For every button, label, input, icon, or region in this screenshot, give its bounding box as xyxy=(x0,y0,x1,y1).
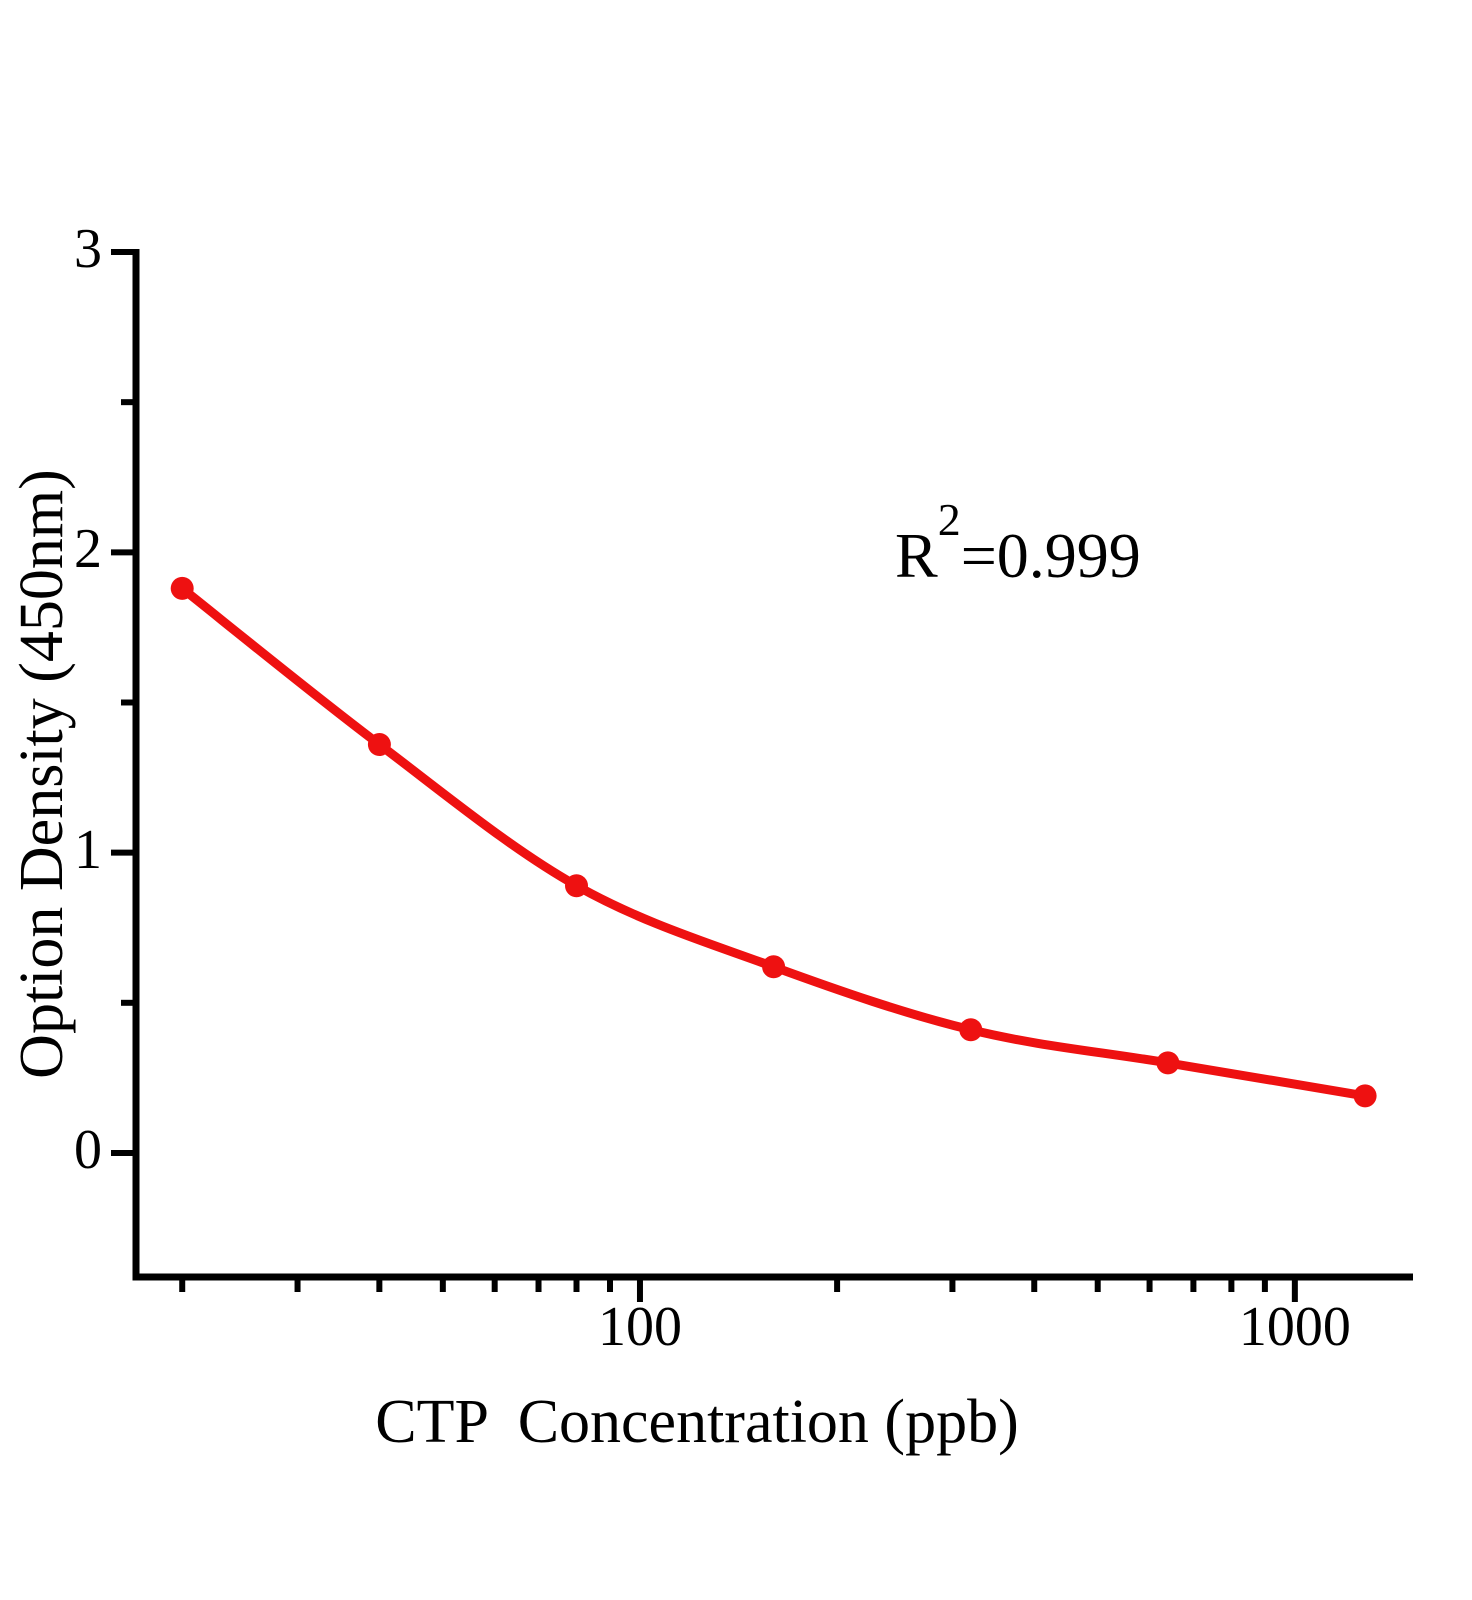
x-tick-label: 1000 xyxy=(1238,1296,1351,1358)
y-tick-label: 1 xyxy=(74,818,102,881)
y-tick-label: 3 xyxy=(74,218,102,280)
data-point-marker xyxy=(367,733,391,756)
data-point-marker xyxy=(1353,1084,1377,1108)
data-point-marker xyxy=(1156,1051,1180,1075)
y-tick-label: 0 xyxy=(74,1118,102,1181)
x-axis-title: CTP Concentration (ppb) xyxy=(375,1388,1019,1456)
r-squared-base: R xyxy=(895,520,938,591)
standard-curve-line xyxy=(177,583,1370,1101)
data-point-marker xyxy=(565,874,588,898)
r-squared-annotation: R2=0.999 xyxy=(895,497,1141,588)
data-point-marker xyxy=(170,576,194,600)
r-squared-exponent: 2 xyxy=(937,494,961,545)
y-axis-title: Option Density (450nm) xyxy=(8,469,76,1079)
y-tick-label: 2 xyxy=(74,518,102,581)
data-point-marker xyxy=(959,1018,983,1042)
r-squared-value: =0.999 xyxy=(960,520,1141,591)
data-point-marker xyxy=(762,955,786,979)
x-tick-label: 100 xyxy=(597,1296,682,1358)
axis-frame xyxy=(132,249,1413,1281)
